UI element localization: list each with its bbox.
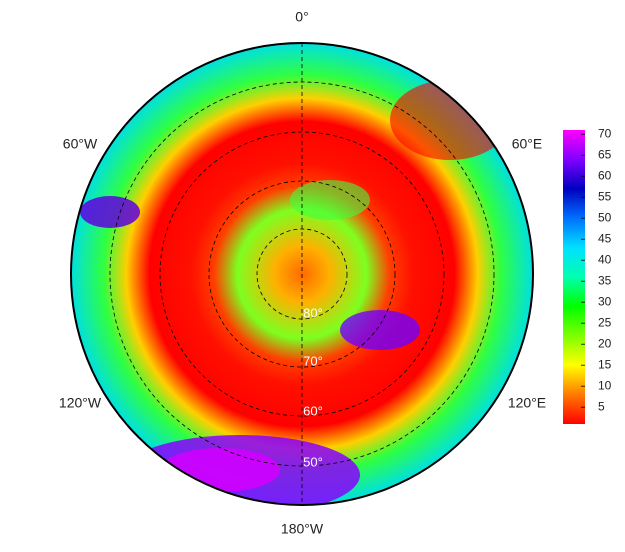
longitude-labels: 0° 60°E 120°E 180°W 120°W 60°W — [59, 9, 546, 537]
colorbar-tick-label: 20 — [598, 336, 612, 350]
longitude-label: 60°W — [63, 136, 98, 152]
latitude-label: 50° — [303, 454, 323, 469]
colorbar-tick-label: 50 — [598, 210, 612, 224]
latitude-label: 80° — [303, 305, 323, 320]
colorbar-tick-label: 65 — [598, 147, 612, 161]
colorbar-tick-label: 70 — [598, 126, 612, 140]
graticule — [109, 43, 495, 505]
colorbar-tick-label: 35 — [598, 273, 612, 287]
colorbar-tick-label: 55 — [598, 189, 612, 203]
latitude-labels: 80° 70° 60° 50° — [303, 305, 323, 469]
longitude-label: 120°W — [59, 395, 102, 411]
longitude-label: 180°W — [281, 521, 324, 537]
colorbar-tick-label: 30 — [598, 294, 612, 308]
longitude-label: 0° — [295, 9, 308, 25]
colorbar — [563, 130, 585, 424]
colorbar-tick-label: 25 — [598, 315, 612, 329]
colorbar-tick-label: 10 — [598, 378, 612, 392]
colorbar-tick-label: 5 — [598, 399, 605, 413]
colorbar-tick-label: 40 — [598, 252, 612, 266]
longitude-label: 120°E — [508, 395, 546, 411]
latitude-label: 70° — [303, 353, 323, 368]
colorbar-tick-label: 60 — [598, 168, 612, 182]
colorbar-tick-label: 15 — [598, 357, 612, 371]
longitude-label: 60°E — [512, 136, 543, 152]
latitude-label: 60° — [303, 403, 323, 418]
colorbar-tick-label: 45 — [598, 231, 612, 245]
